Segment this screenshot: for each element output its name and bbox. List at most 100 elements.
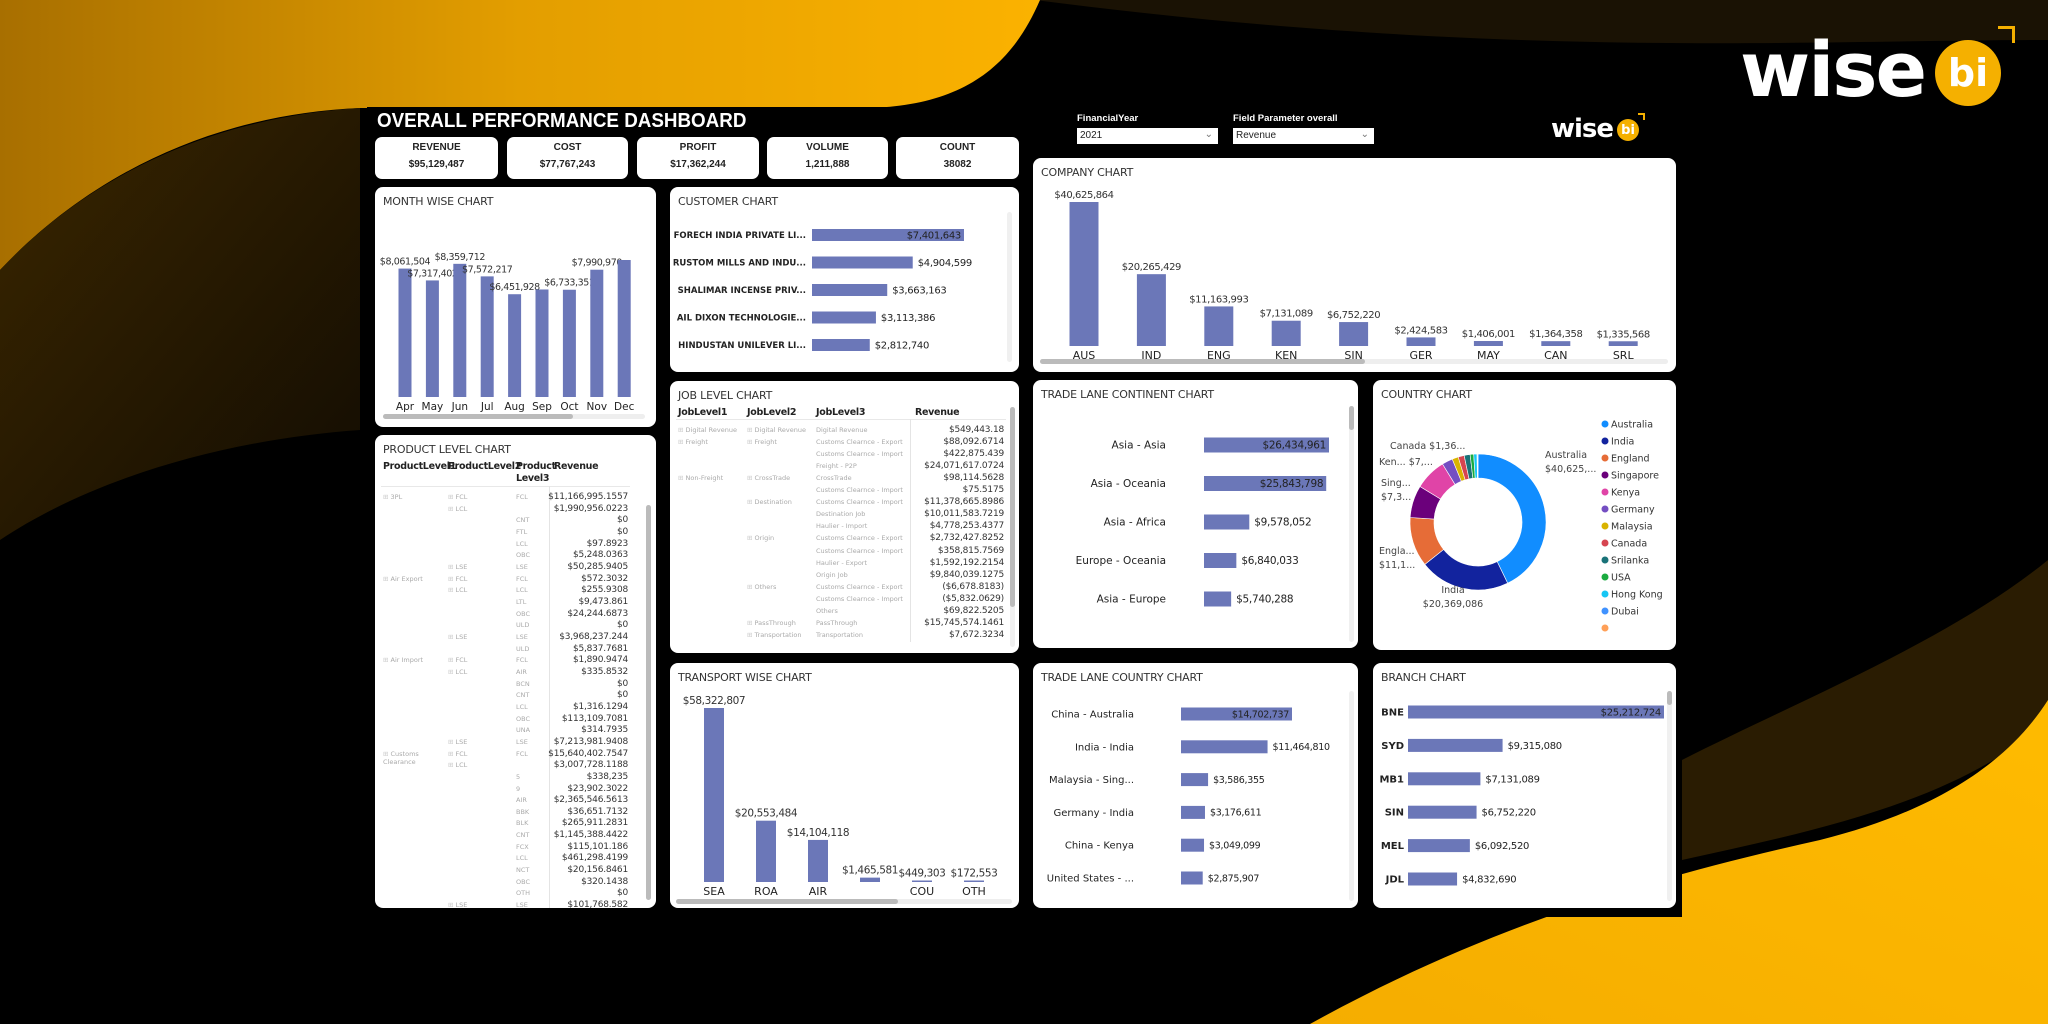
expand-plus-icon[interactable]: ⊞ (747, 438, 755, 447)
expand-plus-icon[interactable]: ⊞ (448, 901, 456, 908)
vertical-scrollbar[interactable] (1349, 691, 1354, 901)
bar[interactable] (1406, 337, 1436, 346)
expand-plus-icon[interactable]: ⊞ (448, 504, 456, 513)
bar[interactable] (808, 839, 828, 882)
logo-wordmark: wise (1551, 114, 1614, 144)
bar[interactable] (1541, 341, 1571, 346)
financial-year-dropdown[interactable]: 2021 ⌄ (1077, 128, 1218, 144)
bar[interactable] (562, 289, 576, 397)
bar[interactable] (812, 339, 870, 351)
bar[interactable] (1136, 274, 1166, 346)
expand-plus-icon[interactable]: ⊞ (678, 474, 686, 483)
bar[interactable] (1408, 772, 1481, 786)
horizontal-scrollbar[interactable] (383, 414, 645, 419)
vertical-scrollbar[interactable] (646, 505, 651, 900)
expand-plus-icon[interactable]: ⊞ (383, 574, 391, 583)
bar[interactable] (1339, 322, 1369, 346)
bar[interactable] (1181, 740, 1268, 754)
x-tick-label: CAN (1544, 349, 1567, 362)
bar[interactable] (1204, 306, 1234, 346)
bar[interactable] (1204, 591, 1232, 607)
expand-plus-icon[interactable]: ⊞ (383, 749, 391, 758)
expand-plus-icon[interactable]: ⊞ (678, 426, 686, 434)
field-parameter-dropdown[interactable]: Revenue ⌄ (1233, 128, 1374, 144)
expand-plus-icon[interactable]: ⊞ (678, 438, 686, 447)
bar[interactable] (1181, 838, 1205, 852)
bar[interactable] (1204, 437, 1329, 453)
cell-text: PassThrough (816, 618, 858, 627)
cell-text: LSE (455, 562, 468, 571)
column-header: JobLevel1 (678, 407, 728, 418)
bar[interactable] (860, 877, 880, 882)
expand-plus-icon[interactable]: ⊞ (747, 618, 755, 627)
table-cell: ⊞ LSE (448, 901, 467, 908)
bar[interactable] (1608, 341, 1638, 346)
table-value: $358,815.7569 (937, 545, 1004, 556)
bar[interactable] (590, 269, 604, 397)
bar[interactable] (1181, 773, 1209, 787)
bar[interactable] (1408, 839, 1470, 853)
table-value: $9,840,039.1275 (929, 569, 1004, 580)
expand-plus-icon[interactable]: ⊞ (747, 426, 755, 434)
vertical-scrollbar[interactable] (1007, 212, 1012, 362)
label-value: $7,... (1409, 457, 1433, 468)
bar[interactable] (425, 280, 439, 397)
bar[interactable] (812, 256, 913, 269)
bar[interactable] (617, 260, 631, 397)
expand-plus-icon[interactable]: ⊞ (448, 749, 456, 758)
bar[interactable] (1408, 738, 1503, 752)
bar[interactable] (912, 880, 932, 883)
expand-plus-icon[interactable]: ⊞ (747, 498, 755, 507)
x-tick-label: COU (910, 885, 934, 898)
expand-plus-icon[interactable]: ⊞ (747, 534, 755, 543)
bar[interactable] (480, 276, 494, 397)
horizontal-scrollbar[interactable] (1040, 359, 1668, 364)
bar[interactable] (964, 880, 984, 883)
expand-plus-icon[interactable]: ⊞ (448, 667, 456, 676)
bar[interactable] (1204, 514, 1250, 530)
expand-plus-icon[interactable]: ⊞ (448, 656, 456, 665)
expand-plus-icon[interactable]: ⊞ (383, 656, 391, 665)
bar[interactable] (1271, 320, 1301, 346)
expand-plus-icon[interactable]: ⊞ (448, 493, 456, 501)
expand-plus-icon[interactable]: ⊞ (448, 586, 456, 595)
table-cell: Destination Job (816, 510, 865, 518)
expand-plus-icon[interactable]: ⊞ (448, 761, 456, 770)
expand-plus-icon[interactable]: ⊞ (448, 562, 456, 571)
bar[interactable] (812, 311, 876, 324)
bar[interactable] (1069, 202, 1099, 346)
bar[interactable] (1204, 476, 1327, 491)
expand-plus-icon[interactable]: ⊞ (747, 630, 755, 639)
bar[interactable] (1181, 805, 1205, 819)
y-category-label: Asia - Oceania (1091, 478, 1166, 490)
bar[interactable] (812, 229, 964, 241)
table-value: $11,166,995.1557 (548, 492, 628, 502)
expand-plus-icon[interactable]: ⊞ (448, 574, 456, 583)
vertical-scrollbar[interactable] (1667, 691, 1672, 901)
bar[interactable] (1408, 805, 1477, 819)
bar[interactable] (1181, 871, 1203, 885)
expand-plus-icon[interactable]: ⊞ (747, 582, 755, 591)
bar[interactable] (535, 289, 549, 397)
bar[interactable] (812, 284, 888, 296)
chart-title: COMPANY CHART (1041, 166, 1134, 179)
bar[interactable] (508, 294, 522, 397)
expand-plus-icon[interactable]: ⊞ (448, 737, 456, 746)
bar[interactable] (1181, 707, 1292, 721)
bar[interactable] (398, 268, 412, 397)
bar[interactable] (704, 708, 724, 882)
bar[interactable] (1204, 553, 1237, 568)
bar[interactable] (1473, 341, 1503, 346)
vertical-scrollbar[interactable] (1010, 407, 1015, 647)
expand-plus-icon[interactable]: ⊞ (448, 632, 456, 641)
donut-slice[interactable] (1424, 549, 1509, 591)
bar[interactable] (1408, 705, 1664, 719)
donut-slice[interactable] (1477, 453, 1547, 584)
expand-plus-icon[interactable]: ⊞ (383, 493, 391, 501)
bar[interactable] (756, 820, 776, 882)
bar[interactable] (453, 263, 467, 397)
horizontal-scrollbar[interactable] (676, 899, 1012, 904)
vertical-scrollbar[interactable] (1349, 406, 1354, 642)
expand-plus-icon[interactable]: ⊞ (747, 474, 755, 483)
bar[interactable] (1408, 872, 1458, 886)
